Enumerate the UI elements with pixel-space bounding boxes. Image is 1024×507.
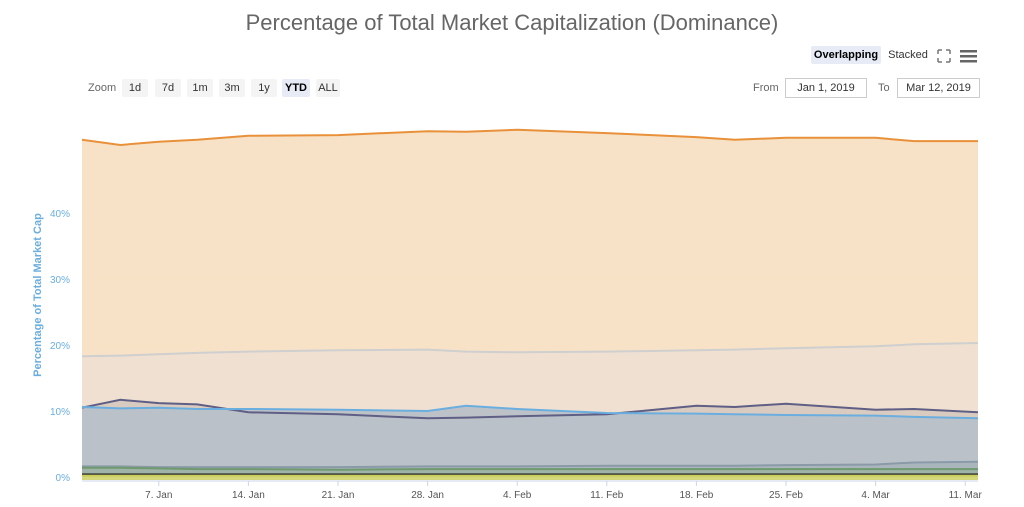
zoom-button-1m[interactable]: 1m [187, 79, 213, 97]
from-date-input[interactable]: Jan 1, 2019 [785, 78, 867, 98]
x-tick-label: 21. Jan [322, 490, 355, 501]
series-line-0 [81, 128, 978, 147]
zoom-button-3m[interactable]: 3m [219, 79, 245, 97]
zoom-button-ytd[interactable]: YTD [282, 79, 310, 97]
series-area-3 [82, 405, 978, 480]
from-label: From [753, 82, 779, 94]
series-line-1 [81, 342, 979, 358]
x-tick-label: 11. Mar [949, 490, 983, 501]
hamburger-icon[interactable] [960, 49, 977, 63]
x-tick-label: 18. Feb [679, 490, 713, 501]
y-tick-label: 20% [50, 341, 70, 352]
series-line-5 [82, 466, 978, 471]
x-tick-label: 25. Feb [769, 490, 803, 501]
zoom-button-all[interactable]: ALL [316, 79, 340, 97]
zoom-button-7d[interactable]: 7d [155, 79, 181, 97]
x-tick-label: 4. Mar [861, 490, 890, 501]
y-tick-label: 30% [50, 275, 70, 286]
series-line-2 [81, 398, 979, 420]
y-tick-label: 40% [50, 209, 70, 220]
y-axis-title: Percentage of Total Market Cap [32, 213, 44, 377]
expand-icon[interactable] [937, 49, 951, 63]
overlapping-button[interactable]: Overlapping [811, 46, 881, 64]
to-label: To [878, 82, 890, 94]
x-tick-label: 28. Jan [411, 490, 444, 501]
y-tick-label: 0% [56, 473, 71, 484]
stacked-button[interactable]: Stacked [888, 49, 928, 61]
series-line-4 [82, 460, 979, 469]
x-tick-label: 14. Jan [232, 490, 265, 501]
zoom-button-1d[interactable]: 1d [122, 79, 148, 97]
x-tick-label: 4. Feb [503, 490, 532, 501]
chart-title: Percentage of Total Market Capitalizatio… [245, 10, 779, 35]
zoom-label: Zoom [88, 82, 117, 94]
series-line-3 [81, 404, 979, 420]
zoom-button-1y[interactable]: 1y [251, 79, 277, 97]
x-tick-label: 7. Jan [145, 490, 172, 501]
x-tick-label: 11. Feb [590, 490, 624, 501]
to-date-input[interactable]: Mar 12, 2019 [897, 78, 980, 98]
series-area-7 [82, 475, 978, 480]
y-tick-label: 10% [50, 407, 70, 418]
